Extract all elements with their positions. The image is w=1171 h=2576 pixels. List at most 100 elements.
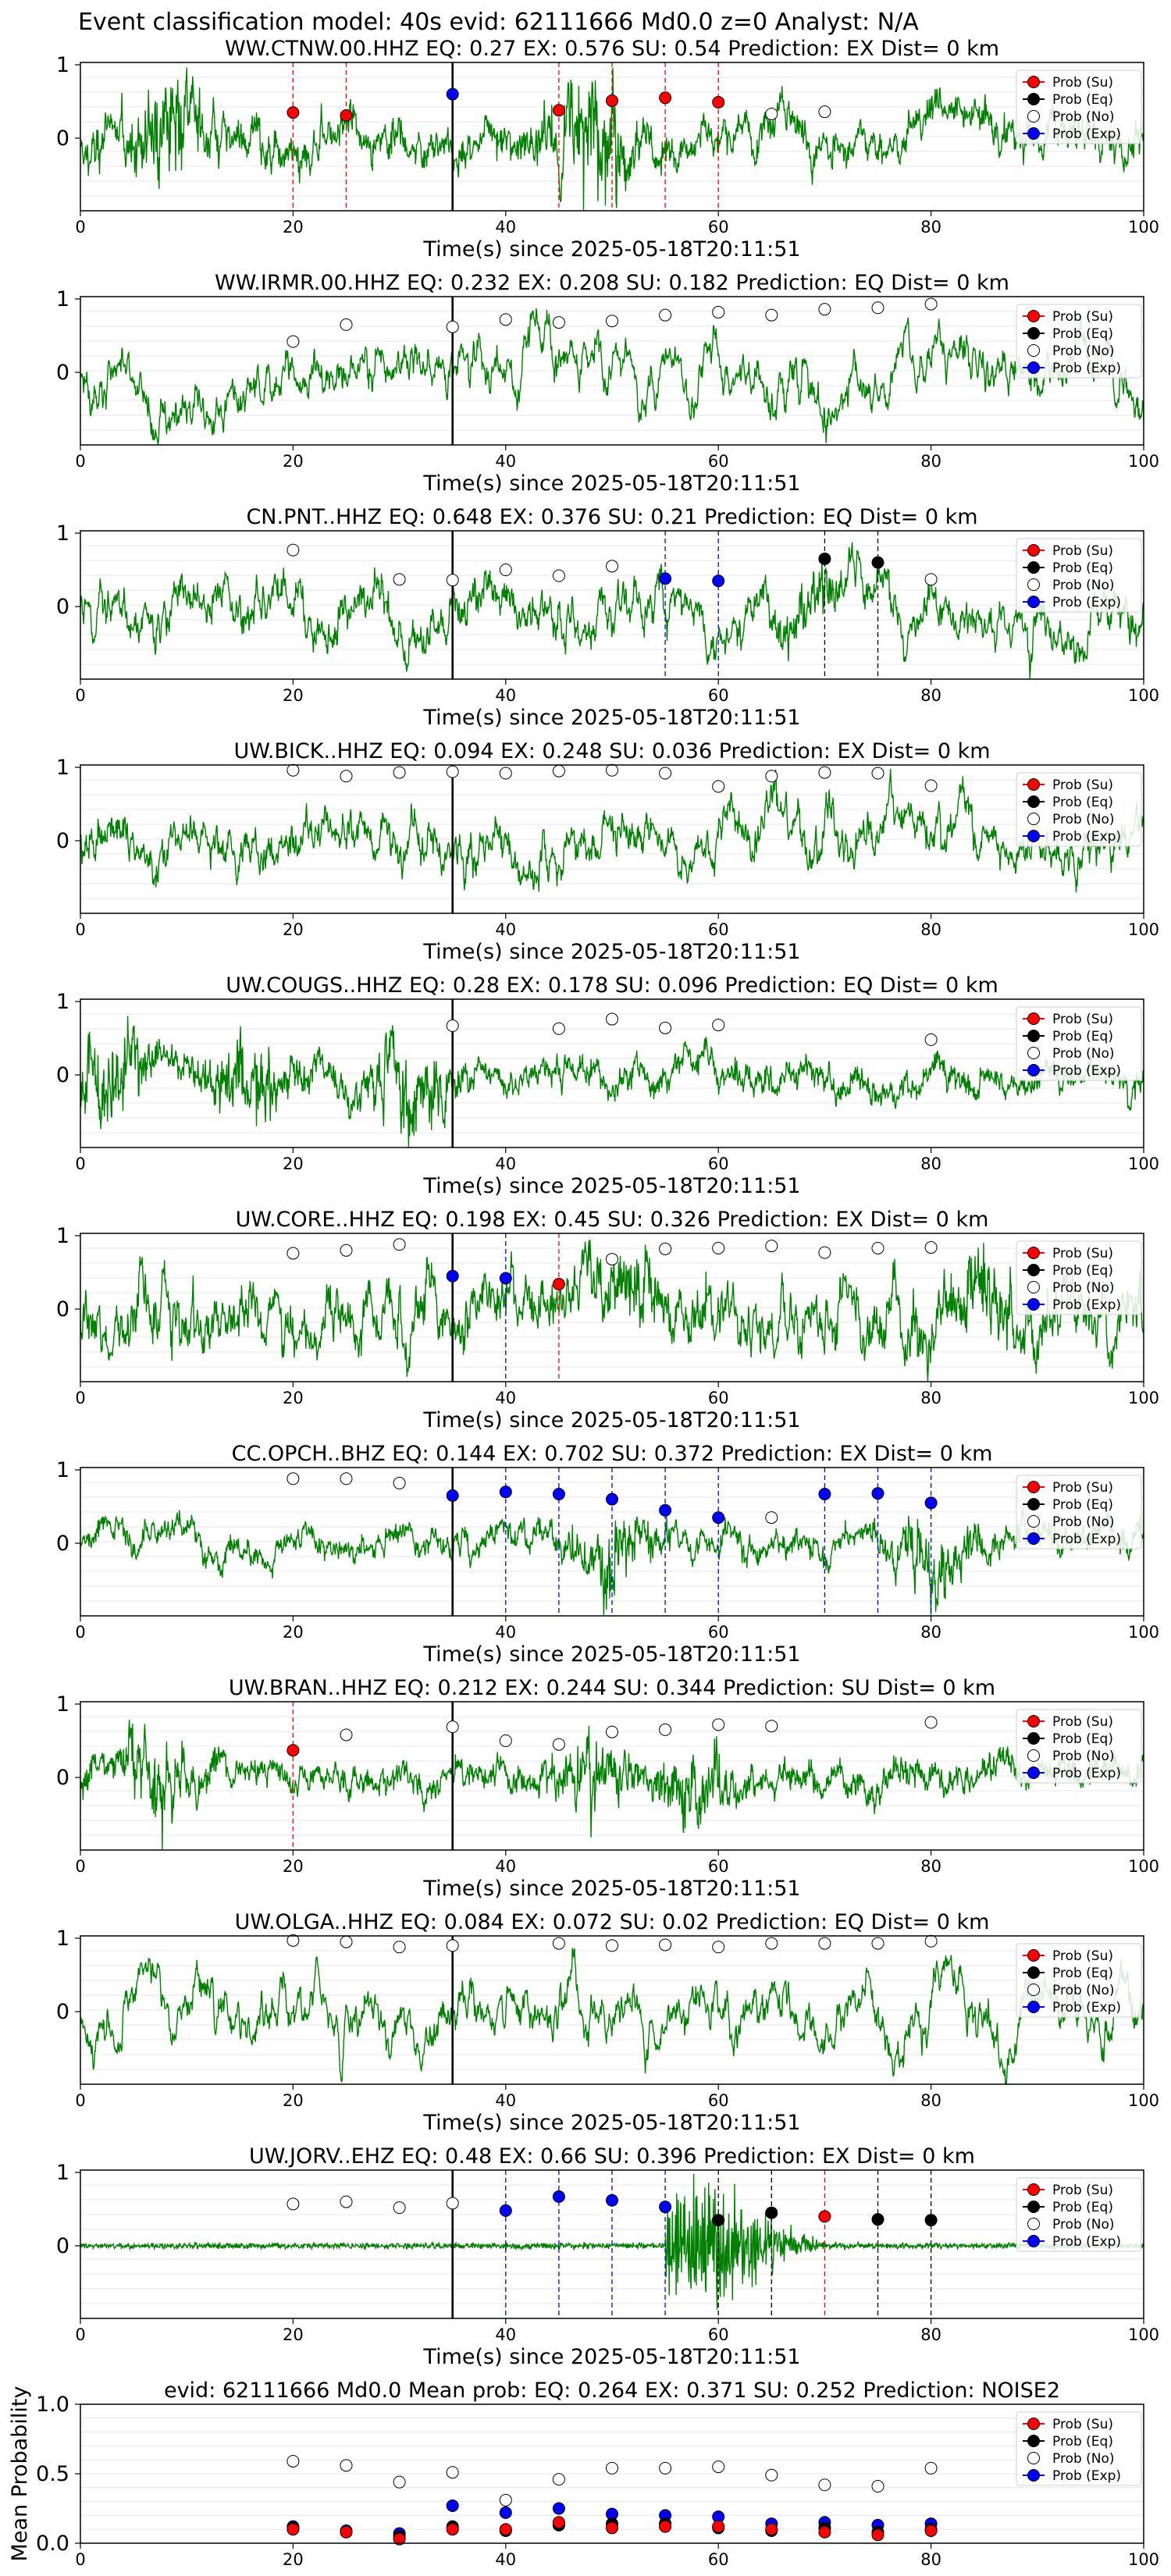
legend-marker-exp [1027,127,1040,140]
legend: Prob (Su)Prob (Eq)Prob (No)Prob (Exp) [1016,1709,1142,1784]
x-tick-label: 40 [495,920,516,939]
prob-marker-no [659,1242,672,1255]
x-axis-label: Time(s) since 2025-05-18T20:11:51 [422,237,800,262]
legend-box [1016,1475,1142,1550]
mean-y-axis-label: Mean Probability [8,2386,32,2562]
x-tick-label: 100 [1128,452,1159,471]
legend-marker-exp [1027,2001,1040,2013]
legend: Prob (Su)Prob (Eq)Prob (No)Prob (Exp) [1016,1943,1142,2018]
y-tick-label: 0 [56,2234,69,2258]
prob-marker-no [393,573,406,586]
x-tick-label: 60 [708,218,729,237]
legend-label-exp: Prob (Exp) [1052,2234,1121,2250]
x-tick-label: 20 [283,1389,304,1407]
prob-marker-no [499,1735,512,1747]
y-tick-label: 1.0 [36,2393,69,2417]
legend-label-su: Prob (Su) [1052,1246,1113,1261]
prob-marker-exp [712,1511,725,1525]
panel-title: UW.COUGS..HHZ EQ: 0.28 EX: 0.178 SU: 0.0… [226,973,998,998]
prob-marker-no [871,1937,884,1950]
mean-marker-su [765,2523,778,2536]
y-tick-label: 0.0 [36,2532,69,2556]
mean-marker-su [924,2524,938,2537]
prob-marker-no [340,1244,353,1257]
x-tick-label: 40 [495,2091,516,2110]
prob-marker-su [340,109,353,122]
x-tick-label: 100 [1128,1857,1159,1876]
legend: Prob (Su)Prob (Eq)Prob (No)Prob (Exp) [1016,1006,1142,1081]
mean-marker-su [659,2520,672,2533]
prob-marker-no [712,780,725,793]
prob-marker-exp [659,572,672,585]
legend-marker-exp [1027,1064,1040,1076]
prob-marker-no [552,316,565,329]
x-tick-label: 40 [495,2325,516,2344]
x-tick-label: 80 [920,1623,941,1642]
mean-marker-exp [499,2506,512,2519]
y-tick-label: 0 [56,595,69,619]
mean-marker-su [712,2520,725,2533]
prob-marker-no [446,320,459,333]
mean-marker-exp [446,2499,459,2512]
x-tick-label: 0 [75,2325,85,2344]
legend-label-exp: Prob (Exp) [1052,2000,1121,2016]
y-tick-label: 0 [56,126,69,151]
x-tick-label: 20 [283,1155,304,1173]
legend-label-su: Prob (Su) [1052,1714,1113,1730]
legend-box [1016,304,1142,379]
legend-marker-su [1027,1012,1040,1025]
x-tick-label: 20 [283,686,304,705]
prob-marker-no [818,766,831,779]
legend-marker-no [1027,1984,1040,1996]
legend-marker-exp [1027,1532,1040,1545]
legend-label-eq: Prob (Eq) [1052,795,1113,810]
legend-marker-no [1027,813,1040,825]
prob-marker-exp [552,1488,565,1501]
x-tick-label: 0 [75,1155,85,1173]
mean-marker-su [606,2521,618,2535]
prob-marker-no [924,1716,938,1729]
mean-marker-su [446,2523,459,2536]
prob-marker-exp [871,1487,884,1500]
prob-marker-no [446,2197,459,2210]
legend-label-exp: Prob (Exp) [1052,829,1121,845]
prob-marker-no [606,763,618,777]
legend-label-eq: Prob (Eq) [1052,1731,1113,1747]
prob-marker-no [765,1937,778,1950]
legend-label-no: Prob (No) [1052,2217,1115,2233]
prob-marker-no [765,1720,778,1733]
prob-marker-no [924,297,938,311]
waveform-line [80,1239,1144,1382]
legend-label-no: Prob (No) [1052,109,1115,125]
x-tick-label: 100 [1128,1155,1159,1173]
legend-box [1016,69,1142,144]
axes-frame [80,998,1144,1148]
x-tick-label: 60 [708,452,729,471]
prob-marker-su [287,106,300,119]
legend-marker-su [1027,1247,1040,1259]
legend-label-su: Prob (Su) [1052,1480,1113,1496]
legend: Prob (Su)Prob (Eq)Prob (No)Prob (Exp) [1016,2411,1142,2486]
prob-marker-exp [446,87,459,101]
prob-marker-no [446,1720,459,1734]
prob-marker-exp [606,1493,618,1506]
prob-marker-no [606,1253,618,1266]
prob-marker-exp [499,1272,512,1285]
prob-marker-no [606,560,618,573]
x-tick-label: 0 [75,218,85,237]
x-axis-label: Time(s) since 2025-05-18T20:11:51 [422,1174,800,1198]
legend-label-su: Prob (Su) [1052,75,1113,91]
prob-marker-no [340,1728,353,1742]
legend-label-exp: Prob (Exp) [1052,1532,1121,1547]
legend-marker-eq [1027,561,1040,574]
legend-label-no: Prob (No) [1052,1280,1115,1296]
legend-label-su: Prob (Su) [1052,543,1113,559]
legend-label-su: Prob (Su) [1052,309,1113,325]
waveform-line [80,1720,1144,1850]
waveform-line [80,768,1144,893]
mean-marker-su [818,2525,831,2539]
legend-label-exp: Prob (Exp) [1052,1063,1121,1079]
prob-marker-exp [446,1269,459,1283]
prob-marker-exp [924,1496,938,1510]
x-tick-label: 0 [75,1389,85,1407]
